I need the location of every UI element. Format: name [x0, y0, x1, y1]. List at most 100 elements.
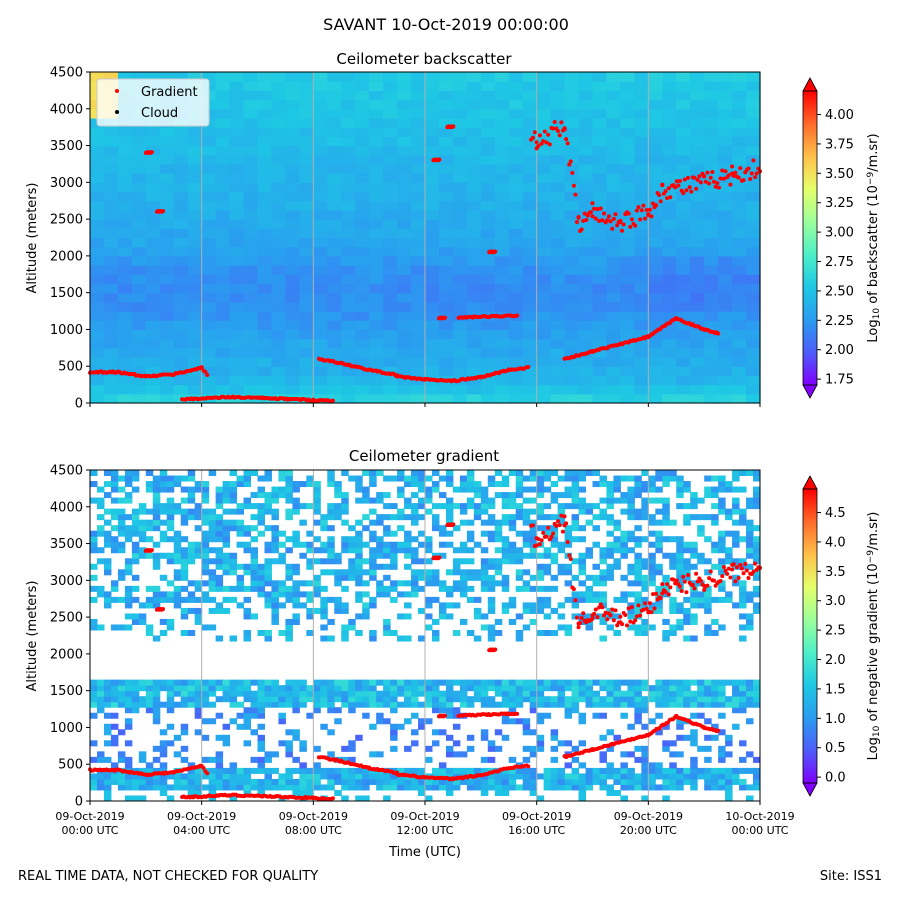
- backscatter-cell: [369, 375, 384, 386]
- gradient-cell: [187, 629, 196, 636]
- backscatter-cell: [564, 228, 580, 239]
- backscatter-cell: [145, 283, 161, 294]
- gradient-cell: [376, 470, 384, 477]
- gradient-cell: [473, 784, 482, 791]
- backscatter-cell: [313, 72, 328, 82]
- gradient-cell: [201, 492, 210, 499]
- backscatter-cell: [397, 209, 412, 220]
- gradient-cell: [529, 690, 538, 697]
- backscatter-cell: [327, 255, 342, 266]
- backscatter-cell: [201, 154, 217, 165]
- gradient-cell: [606, 547, 614, 554]
- backscatter-cell: [90, 265, 105, 275]
- backscatter-cell: [90, 384, 105, 395]
- backscatter-cell: [341, 347, 356, 358]
- gradient-cell: [222, 541, 231, 548]
- backscatter-cell: [452, 182, 468, 193]
- gradient-cell: [627, 508, 635, 515]
- backscatter-cell: [438, 237, 454, 248]
- legend[interactable]: Gradient Cloud: [96, 78, 210, 127]
- gradient-cell: [285, 690, 293, 697]
- backscatter-cell: [466, 127, 482, 137]
- gradient-cell: [292, 541, 300, 548]
- backscatter-cell: [131, 311, 147, 321]
- backscatter-cell: [383, 320, 398, 331]
- gradient-cell: [271, 685, 279, 692]
- gradient-cell: [438, 475, 447, 482]
- backscatter-cell: [159, 200, 175, 211]
- backscatter-cell: [257, 200, 273, 211]
- backscatter-cell: [732, 246, 747, 257]
- backscatter-cell: [578, 338, 594, 349]
- gradient-cell: [508, 707, 517, 714]
- gradient-cell: [536, 795, 545, 802]
- gradient-cell: [299, 789, 307, 796]
- gradient-marker: [730, 164, 735, 169]
- gradient-cell: [613, 679, 621, 686]
- gradient-cell: [662, 773, 670, 780]
- gradient-cell: [480, 778, 489, 785]
- gradient-cell: [215, 773, 224, 780]
- backscatter-cell: [718, 311, 733, 321]
- gradient-cell: [124, 707, 133, 714]
- gradient-cell: [683, 679, 691, 686]
- backscatter-cell: [425, 72, 440, 82]
- gradient-cell: [103, 508, 112, 515]
- gradient-cell: [718, 481, 726, 488]
- gradient-cell: [634, 574, 642, 581]
- backscatter-cell: [620, 182, 635, 193]
- backscatter-cell: [103, 72, 119, 82]
- gradient-cell: [732, 679, 740, 686]
- gradient-cell: [627, 723, 635, 730]
- gradient-marker: [633, 223, 638, 228]
- backscatter-cell: [620, 393, 635, 404]
- gradient-marker: [626, 211, 631, 216]
- gradient-cell: [355, 690, 363, 697]
- backscatter-cell: [704, 117, 719, 128]
- gradient-cell: [173, 602, 182, 609]
- backscatter-cell: [592, 237, 608, 248]
- gradient-cell: [480, 701, 489, 708]
- gradient-marker: [590, 201, 595, 206]
- gradient-cell: [676, 778, 684, 785]
- backscatter-cell: [662, 99, 677, 110]
- gradient-cell: [662, 519, 670, 526]
- backscatter-cell: [425, 108, 440, 119]
- gradient-cell: [550, 629, 559, 636]
- gradient-cell: [739, 514, 747, 521]
- backscatter-cell: [746, 301, 761, 312]
- gradient-cell: [418, 569, 426, 576]
- gradient-cell: [236, 712, 245, 719]
- gradient-cell: [208, 525, 217, 532]
- gradient-cell: [718, 756, 726, 763]
- backscatter-cell: [257, 265, 273, 275]
- gradient-cell: [648, 481, 656, 488]
- backscatter-cell: [285, 246, 300, 257]
- backscatter-cell: [676, 283, 691, 294]
- gradient-cell: [117, 574, 126, 581]
- backscatter-cell: [229, 145, 245, 156]
- backscatter-cell: [550, 81, 566, 91]
- gradient-cell: [257, 591, 265, 598]
- gradient-cell: [229, 492, 238, 499]
- gradient-cell: [411, 536, 419, 543]
- gradient-cell: [187, 789, 196, 796]
- gradient-cell: [250, 701, 258, 708]
- backscatter-cell: [704, 301, 719, 312]
- gradient-cell: [243, 607, 252, 614]
- y-tick-label: 0: [75, 397, 83, 412]
- backscatter-cell: [411, 219, 426, 229]
- backscatter-cell: [117, 173, 133, 183]
- gradient-cell: [250, 767, 258, 774]
- backscatter-cell: [578, 219, 594, 229]
- gradient-marker: [723, 169, 728, 174]
- backscatter-cell: [215, 228, 231, 239]
- backscatter-cell: [201, 255, 217, 266]
- backscatter-cell: [103, 163, 119, 174]
- gradient-cell: [243, 569, 252, 576]
- gradient-cell: [285, 486, 293, 493]
- gradient-cell: [669, 767, 677, 774]
- backscatter-cell: [438, 393, 454, 404]
- gradient-cell: [369, 629, 377, 636]
- gradient-cell: [641, 767, 649, 774]
